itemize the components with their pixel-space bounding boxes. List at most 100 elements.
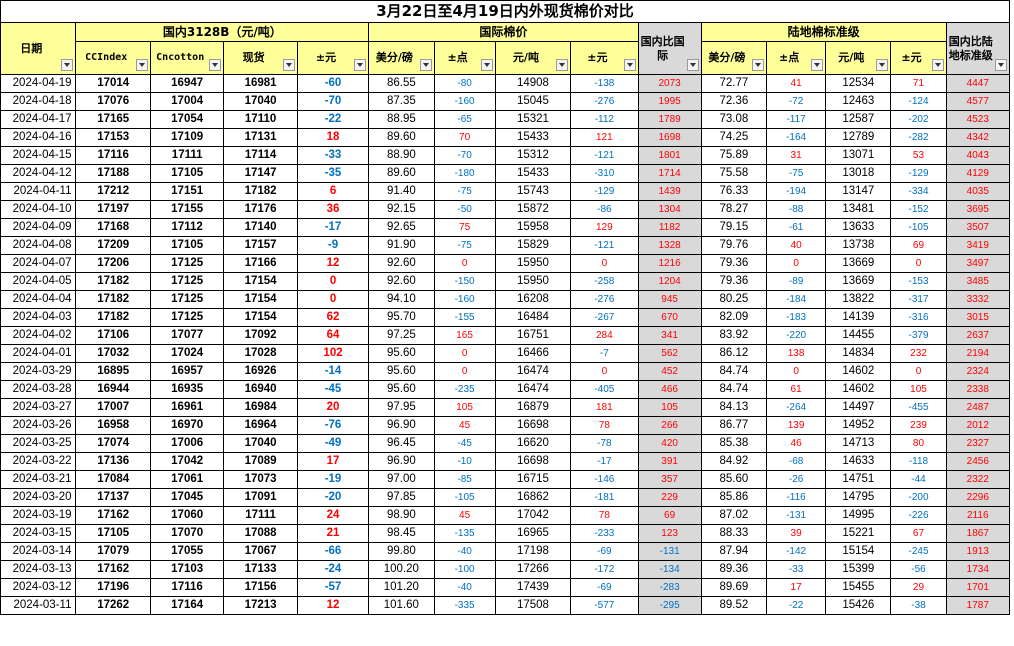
- cell-pm-points[interactable]: 165: [433, 326, 496, 345]
- cell-cncotton[interactable]: 16957: [149, 362, 225, 381]
- cell-usd-lb[interactable]: 100.20: [368, 560, 435, 579]
- cell-land-pm-points[interactable]: -183: [766, 308, 827, 327]
- cell-cncotton[interactable]: 17004: [149, 92, 225, 111]
- cell-land-pm-points[interactable]: -26: [766, 470, 827, 489]
- cell-dom-vs-intl[interactable]: 562: [637, 344, 702, 363]
- cell-spot[interactable]: 17157: [223, 236, 298, 255]
- cell-ccindex[interactable]: 17079: [75, 542, 151, 561]
- cell-date[interactable]: 2024-03-19: [0, 506, 77, 525]
- cell-land-usd-lb[interactable]: 84.74: [700, 362, 768, 381]
- cell-land-yuan-ton[interactable]: 14602: [825, 380, 892, 399]
- filter-dropdown-icon[interactable]: [876, 59, 889, 71]
- cell-land-pm-points[interactable]: -194: [766, 182, 827, 201]
- cell-land-pm-points[interactable]: 46: [766, 434, 827, 453]
- cell-pm-yuan-intl[interactable]: 0: [570, 362, 639, 381]
- cell-land-pm-points[interactable]: -75: [766, 164, 827, 183]
- cell-land-pm-yuan[interactable]: 71: [890, 74, 947, 93]
- cell-yuan-ton[interactable]: 15743: [494, 182, 572, 201]
- cell-land-usd-lb[interactable]: 84.74: [700, 380, 768, 399]
- cell-land-pm-points[interactable]: -117: [766, 110, 827, 129]
- cell-pm-yuan-intl[interactable]: -121: [570, 236, 639, 255]
- cell-date[interactable]: 2024-04-12: [0, 164, 77, 183]
- cell-pm-yuan[interactable]: -14: [296, 362, 370, 381]
- cell-land-usd-lb[interactable]: 75.58: [700, 164, 768, 183]
- cell-land-yuan-ton[interactable]: 12463: [825, 92, 892, 111]
- filter-dropdown-icon[interactable]: [752, 59, 765, 71]
- cell-land-pm-points[interactable]: -22: [766, 596, 827, 615]
- cell-land-yuan-ton[interactable]: 13633: [825, 218, 892, 237]
- cell-ccindex[interactable]: 17182: [75, 308, 151, 327]
- cell-spot[interactable]: 17028: [223, 344, 298, 363]
- cell-ccindex[interactable]: 17209: [75, 236, 151, 255]
- cell-cncotton[interactable]: 17045: [149, 488, 225, 507]
- cell-pm-yuan-intl[interactable]: -181: [570, 488, 639, 507]
- cell-spot[interactable]: 16984: [223, 398, 298, 417]
- cell-dom-vs-intl[interactable]: 1995: [637, 92, 702, 111]
- cell-spot[interactable]: 17156: [223, 578, 298, 597]
- cell-usd-lb[interactable]: 86.55: [368, 74, 435, 93]
- cell-usd-lb[interactable]: 96.90: [368, 452, 435, 471]
- cell-land-yuan-ton[interactable]: 14455: [825, 326, 892, 345]
- cell-dom-vs-land[interactable]: 2296: [945, 488, 1011, 507]
- filter-dropdown-icon[interactable]: [556, 59, 569, 71]
- cell-pm-yuan-intl[interactable]: -7: [570, 344, 639, 363]
- cell-pm-points[interactable]: -235: [433, 380, 496, 399]
- cell-pm-yuan-intl[interactable]: -129: [570, 182, 639, 201]
- cell-pm-yuan[interactable]: 102: [296, 344, 370, 363]
- cell-dom-vs-land[interactable]: 3507: [945, 218, 1011, 237]
- cell-pm-points[interactable]: -70: [433, 146, 496, 165]
- cell-spot[interactable]: 16964: [223, 416, 298, 435]
- cell-land-pm-yuan[interactable]: 232: [890, 344, 947, 363]
- header-usd-lb[interactable]: 美分/磅: [368, 41, 435, 75]
- cell-yuan-ton[interactable]: 15958: [494, 218, 572, 237]
- cell-pm-yuan-intl[interactable]: -146: [570, 470, 639, 489]
- cell-land-pm-yuan[interactable]: 80: [890, 434, 947, 453]
- cell-cncotton[interactable]: 17125: [149, 254, 225, 273]
- cell-dom-vs-land[interactable]: 1867: [945, 524, 1011, 543]
- cell-land-pm-points[interactable]: -116: [766, 488, 827, 507]
- cell-cncotton[interactable]: 17111: [149, 146, 225, 165]
- cell-land-usd-lb[interactable]: 83.92: [700, 326, 768, 345]
- cell-cncotton[interactable]: 16961: [149, 398, 225, 417]
- cell-land-yuan-ton[interactable]: 13147: [825, 182, 892, 201]
- cell-dom-vs-intl[interactable]: 357: [637, 470, 702, 489]
- cell-ccindex[interactable]: 17182: [75, 290, 151, 309]
- cell-land-yuan-ton[interactable]: 14497: [825, 398, 892, 417]
- cell-land-yuan-ton[interactable]: 14995: [825, 506, 892, 525]
- cell-land-pm-points[interactable]: 138: [766, 344, 827, 363]
- cell-spot[interactable]: 17182: [223, 182, 298, 201]
- cell-pm-points[interactable]: -85: [433, 470, 496, 489]
- cell-yuan-ton[interactable]: 17042: [494, 506, 572, 525]
- cell-land-pm-points[interactable]: 0: [766, 254, 827, 273]
- cell-land-pm-yuan[interactable]: -105: [890, 218, 947, 237]
- cell-land-pm-points[interactable]: -142: [766, 542, 827, 561]
- cell-yuan-ton[interactable]: 17198: [494, 542, 572, 561]
- cell-pm-yuan[interactable]: -19: [296, 470, 370, 489]
- cell-date[interactable]: 2024-03-29: [0, 362, 77, 381]
- cell-dom-vs-intl[interactable]: 69: [637, 506, 702, 525]
- cell-dom-vs-intl[interactable]: 341: [637, 326, 702, 345]
- cell-pm-yuan-intl[interactable]: 78: [570, 416, 639, 435]
- cell-land-yuan-ton[interactable]: 12789: [825, 128, 892, 147]
- cell-spot[interactable]: 17092: [223, 326, 298, 345]
- cell-land-pm-points[interactable]: -184: [766, 290, 827, 309]
- cell-land-usd-lb[interactable]: 85.60: [700, 470, 768, 489]
- cell-date[interactable]: 2024-04-07: [0, 254, 77, 273]
- cell-yuan-ton[interactable]: 16484: [494, 308, 572, 327]
- cell-date[interactable]: 2024-04-11: [0, 182, 77, 201]
- cell-date[interactable]: 2024-04-08: [0, 236, 77, 255]
- cell-land-pm-yuan[interactable]: -316: [890, 308, 947, 327]
- cell-usd-lb[interactable]: 95.60: [368, 344, 435, 363]
- cell-dom-vs-land[interactable]: 3485: [945, 272, 1011, 291]
- cell-land-pm-points[interactable]: 31: [766, 146, 827, 165]
- cell-usd-lb[interactable]: 101.20: [368, 578, 435, 597]
- cell-pm-points[interactable]: -105: [433, 488, 496, 507]
- cell-land-pm-points[interactable]: -264: [766, 398, 827, 417]
- cell-land-pm-yuan[interactable]: -379: [890, 326, 947, 345]
- cell-pm-yuan-intl[interactable]: -267: [570, 308, 639, 327]
- cell-dom-vs-land[interactable]: 1734: [945, 560, 1011, 579]
- cell-pm-points[interactable]: 70: [433, 128, 496, 147]
- header-yuan-ton[interactable]: 元/吨: [494, 41, 572, 75]
- cell-land-pm-yuan[interactable]: 105: [890, 380, 947, 399]
- cell-dom-vs-land[interactable]: 4447: [945, 74, 1011, 93]
